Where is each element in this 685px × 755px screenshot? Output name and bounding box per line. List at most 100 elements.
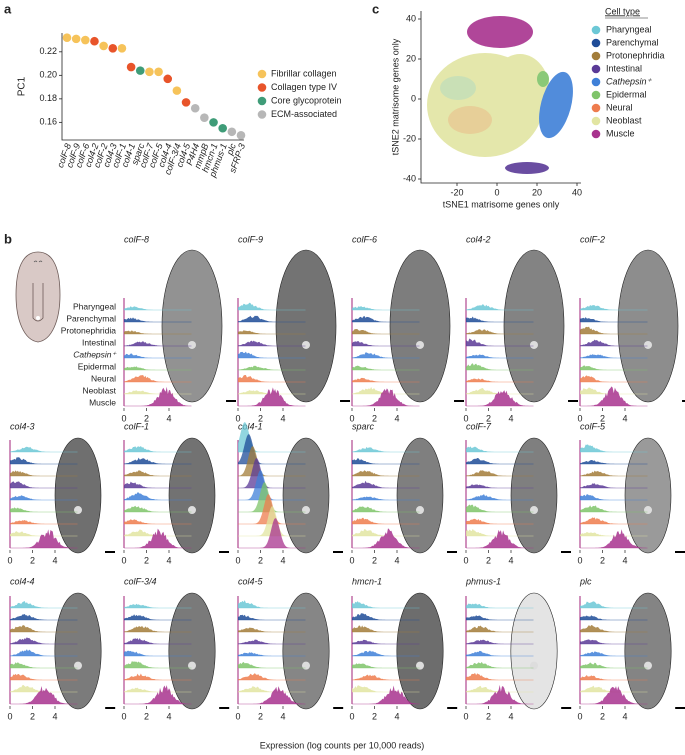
specimen-image — [282, 592, 330, 710]
dot — [71, 34, 81, 44]
legend-swatch — [591, 25, 601, 35]
dot — [145, 67, 154, 77]
legend-label: Muscle — [606, 128, 635, 138]
ridge — [238, 661, 306, 668]
y-axis-label: PC1 — [17, 76, 28, 96]
ridge — [124, 374, 192, 382]
legend-label: Neoblast — [606, 115, 642, 125]
ridge — [352, 674, 420, 680]
ridge — [124, 614, 192, 620]
ridge — [10, 662, 78, 668]
x-tick-label: 4 — [394, 711, 399, 721]
x-tick-label: 2 — [372, 413, 377, 423]
ridge — [352, 601, 420, 608]
cell-type-label: Parenchymal — [66, 313, 116, 323]
ridge — [124, 685, 192, 704]
specimen-image — [624, 592, 672, 710]
ridge — [238, 302, 306, 310]
y-tick-label: -40 — [403, 173, 416, 183]
x-tick-label: 2 — [600, 711, 605, 721]
dot — [62, 33, 72, 43]
ridge — [580, 339, 648, 346]
ridge — [124, 661, 192, 668]
ridge — [10, 614, 78, 620]
y-tick-label: 0 — [411, 93, 416, 103]
gene-label: colF-5 — [580, 421, 606, 431]
ridge — [238, 330, 306, 334]
x-tick-label: 2 — [486, 711, 491, 721]
ridge — [124, 353, 192, 358]
y-tick-label: 0.22 — [39, 46, 57, 56]
ridge — [580, 662, 648, 668]
x-tick-label: 0 — [463, 711, 468, 721]
dot — [218, 123, 227, 133]
ridge — [124, 317, 192, 322]
ridge — [10, 470, 78, 476]
ridge — [352, 685, 420, 692]
ridge — [466, 684, 534, 704]
ridge — [124, 330, 192, 334]
x-tick-label: 4 — [166, 711, 171, 721]
ridge — [352, 613, 420, 620]
x-tick-label: 2 — [372, 555, 377, 565]
ridge — [10, 481, 78, 488]
axis — [61, 33, 244, 141]
x-tick-label: -20 — [450, 187, 463, 197]
specimen-image — [275, 249, 337, 403]
ridge — [580, 444, 648, 452]
ridge — [466, 446, 534, 452]
panel-label: c — [372, 1, 379, 16]
ridge — [10, 520, 78, 524]
ridge — [466, 390, 534, 406]
x-axis-label: tSNE1 matrisome genes only — [443, 199, 560, 209]
specimen-image — [168, 437, 216, 554]
x-tick-label: 2 — [30, 711, 35, 721]
gene-label: sparc — [352, 421, 375, 431]
panel-label: b — [4, 231, 12, 246]
ridge — [352, 470, 420, 476]
cell-type-label: Muscle — [89, 397, 116, 407]
ridge — [238, 374, 306, 382]
legend-swatch — [591, 129, 601, 139]
x-axis-label: Expression (log counts per 10,000 reads) — [260, 740, 425, 750]
ridge — [580, 639, 648, 644]
ridge — [124, 528, 192, 548]
ridge — [580, 387, 648, 394]
y-tick-label: 0.18 — [39, 93, 57, 103]
ridge — [466, 672, 534, 680]
legend-title: Cell type — [605, 6, 640, 16]
specimen-pharynx — [530, 340, 538, 349]
x-tick-label: 4 — [394, 555, 399, 565]
ridge — [466, 494, 534, 500]
ridge — [238, 458, 306, 488]
ridge — [10, 673, 78, 680]
legend-swatch — [257, 83, 267, 92]
x-tick-label: 0 — [7, 555, 12, 565]
ridge — [10, 529, 78, 548]
legend-swatch — [591, 77, 601, 87]
x-tick-label: 2 — [258, 711, 263, 721]
gene-label: col4-4 — [10, 576, 35, 586]
dot — [200, 113, 209, 122]
gene-label: col4-1 — [238, 421, 263, 431]
y-tick-label: 0.16 — [39, 117, 57, 127]
ridge — [238, 614, 306, 620]
ridge — [124, 603, 192, 608]
x-tick-label: 0 — [235, 555, 240, 565]
ridge — [238, 470, 306, 500]
legend-label: Collagen type IV — [271, 82, 337, 92]
ridge — [10, 531, 78, 536]
ridge — [466, 470, 534, 476]
ridge — [238, 686, 306, 692]
ridge — [580, 531, 648, 536]
ridge — [124, 650, 192, 656]
x-tick-label: plc — [224, 142, 238, 158]
x-tick-label: 0 — [577, 555, 582, 565]
ridge — [580, 651, 648, 656]
ridge — [580, 460, 648, 464]
y-tick-label: 40 — [406, 13, 416, 23]
ridge — [466, 387, 534, 394]
specimen-pharynx — [188, 506, 196, 515]
x-tick-label: 2 — [486, 555, 491, 565]
ridge — [466, 615, 534, 620]
